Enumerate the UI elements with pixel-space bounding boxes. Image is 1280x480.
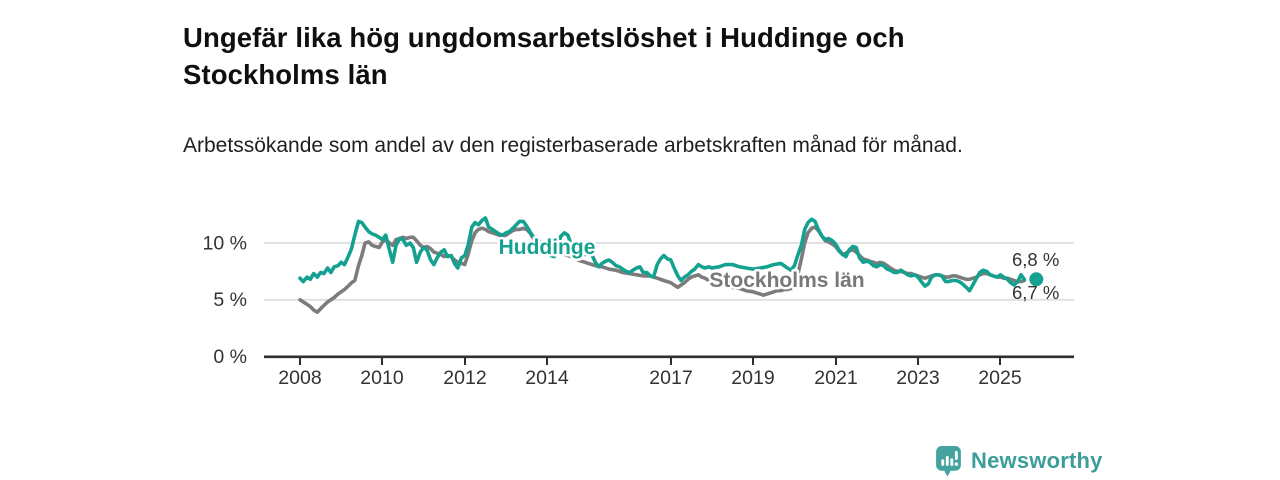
newsworthy-logo: Newsworthy: [936, 446, 1103, 478]
page-title: Ungefär lika hög ungdomsarbetslöshet i H…: [183, 22, 905, 91]
x-tick-label-2019: 2019: [731, 367, 774, 389]
x-tick-label-2021: 2021: [814, 367, 857, 389]
x-tick-label-2012: 2012: [443, 367, 486, 389]
x-tick-label-2017: 2017: [649, 367, 692, 389]
x-tick-label-2014: 2014: [525, 367, 569, 389]
x-tick-label-2023: 2023: [896, 367, 939, 389]
x-tick-label-2025: 2025: [978, 367, 1022, 389]
series-label-stockholms-lan: Stockholms län: [709, 269, 864, 292]
series-label-huddinge: Huddinge: [499, 236, 596, 259]
end-value-stockholms-lan: 6,7 %: [1012, 282, 1059, 303]
y-tick-label-5: 5 %: [213, 289, 247, 311]
x-tick-label-2010: 2010: [360, 367, 404, 389]
newsworthy-logo-text: Newsworthy: [971, 448, 1103, 473]
bar-chart-speech-bubble-icon: [936, 446, 961, 477]
x-tick-label-2008: 2008: [278, 367, 321, 389]
y-tick-label-10: 10 %: [203, 233, 247, 255]
huddinge-line: [298, 216, 1027, 293]
x-axis-ticks: [299, 358, 1001, 365]
chart-subtitle: Arbetssökande som andel av den registerb…: [183, 134, 963, 157]
latest-point-marker: [1029, 272, 1044, 287]
end-value-huddinge: 6,8 %: [1012, 249, 1059, 270]
y-tick-label-0: 0 %: [213, 346, 247, 368]
